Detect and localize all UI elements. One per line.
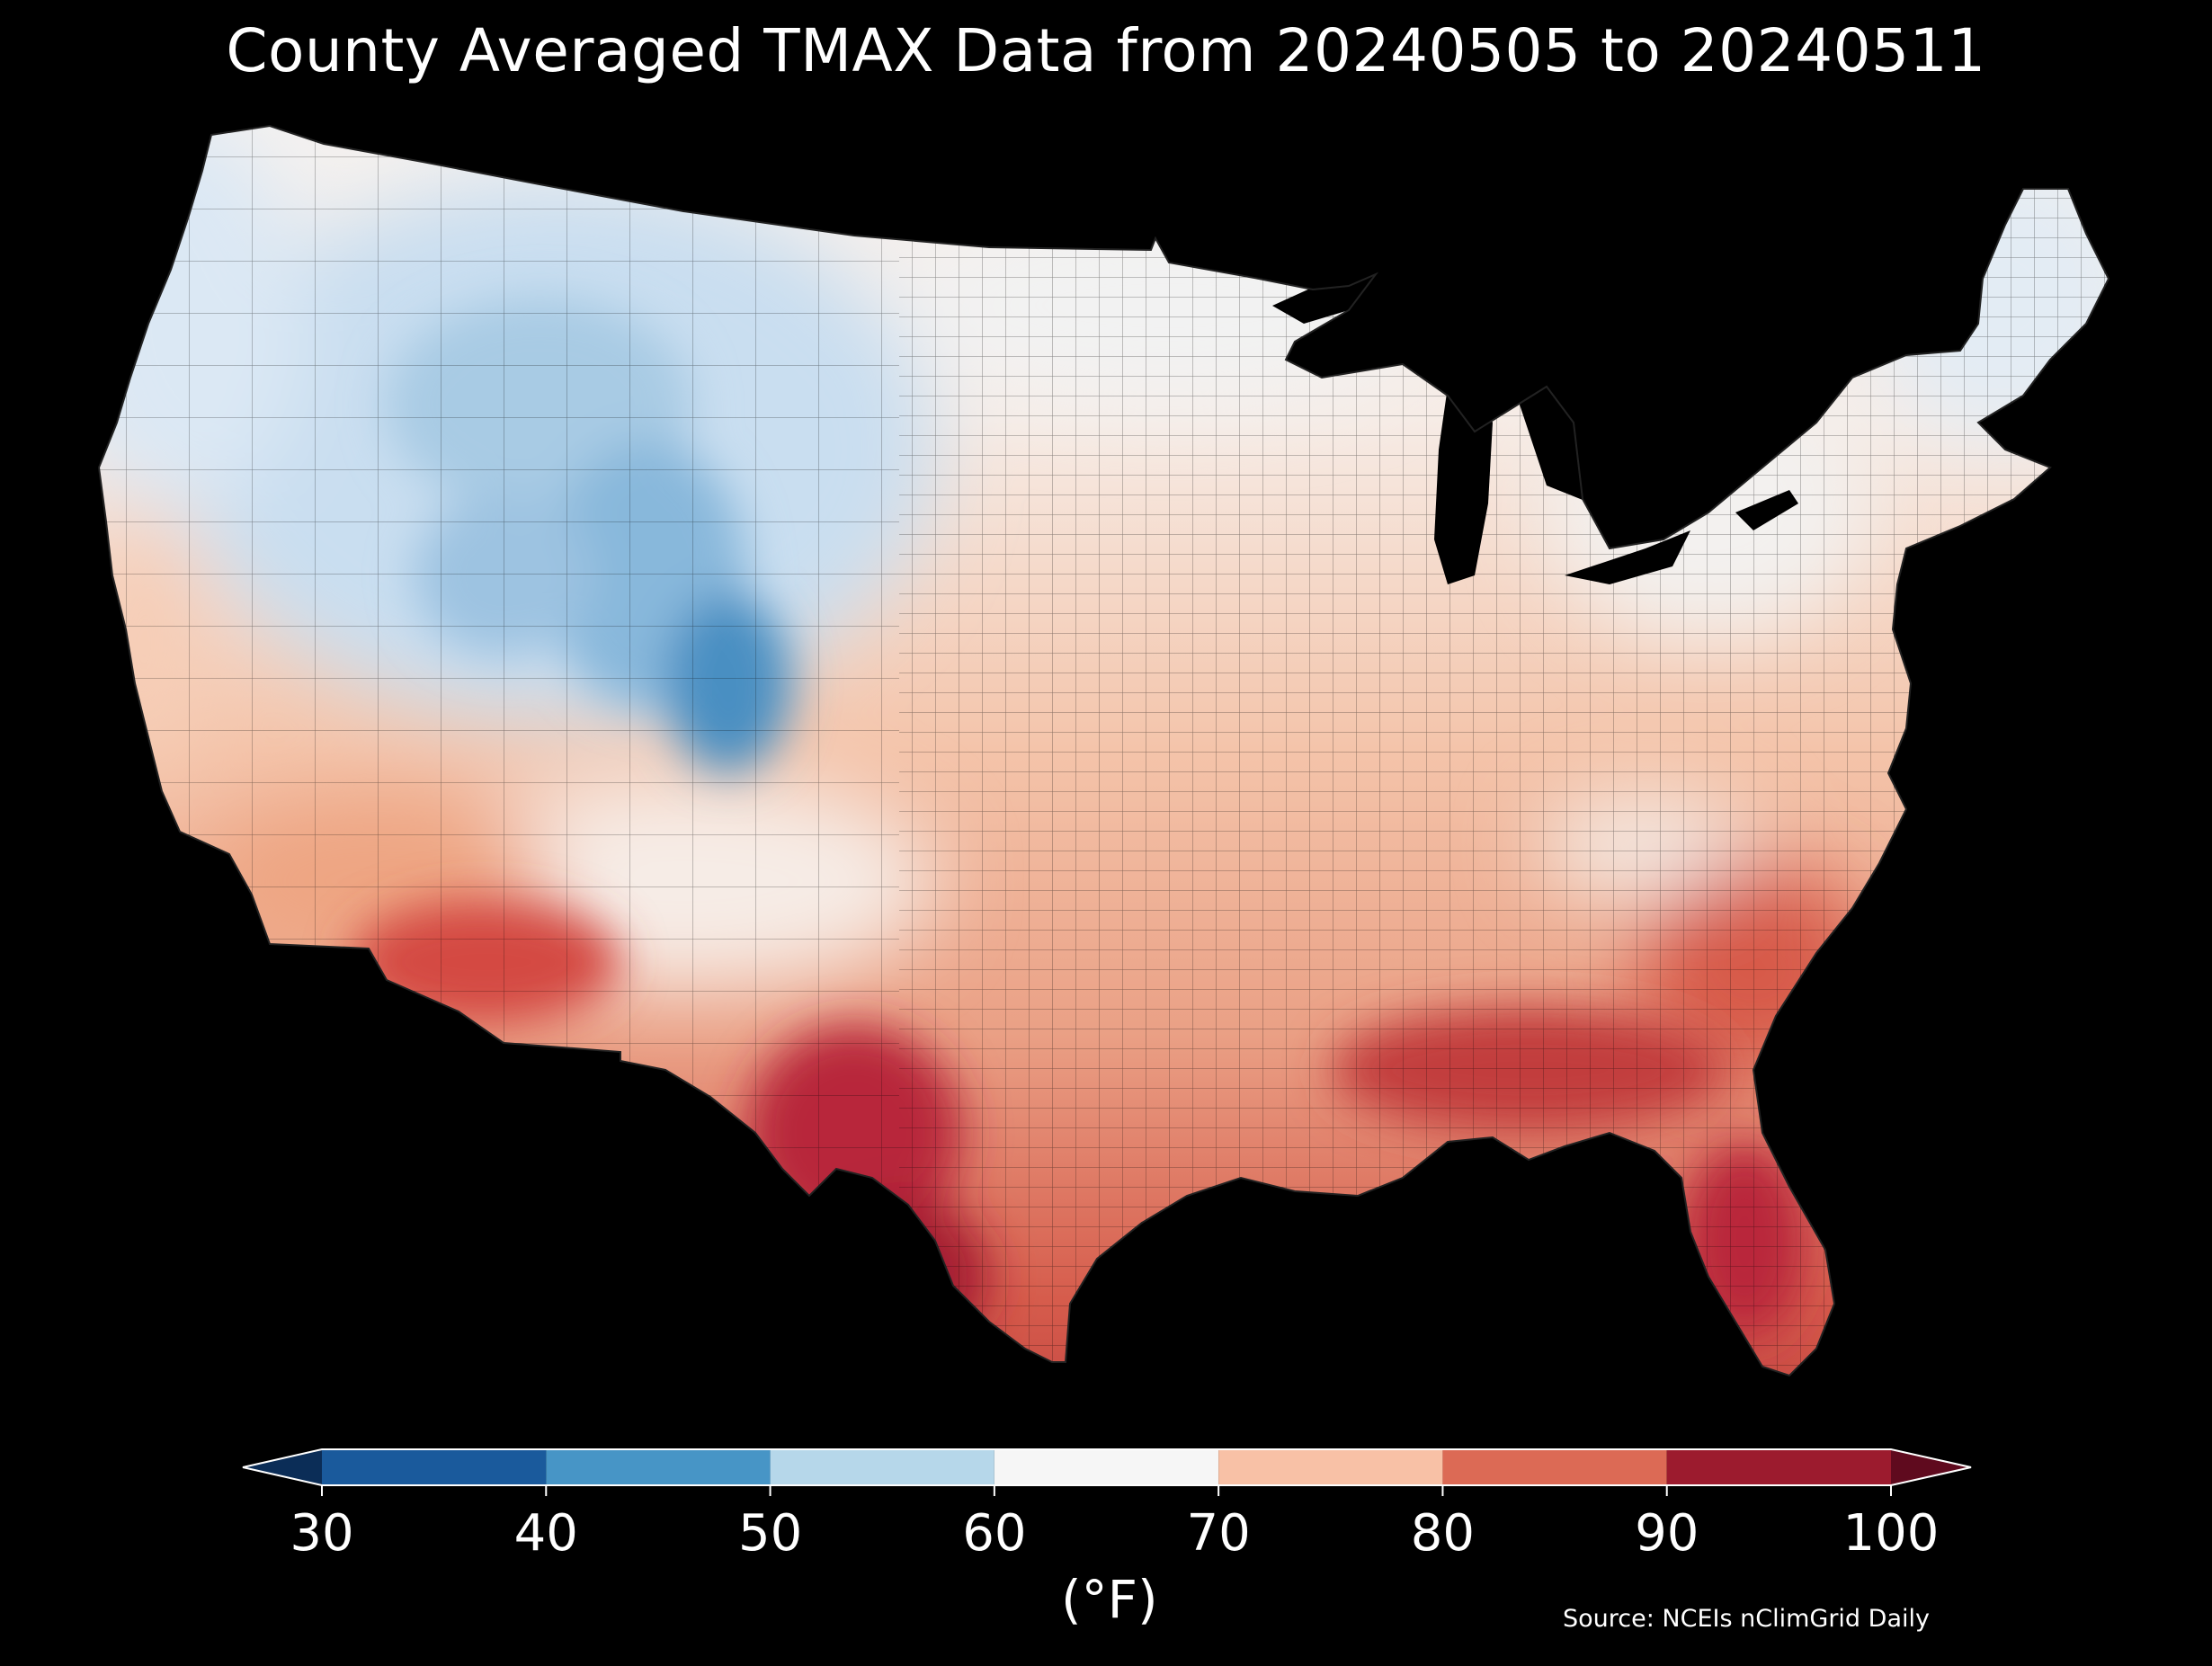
colorbar-bin-3 (994, 1449, 1219, 1485)
colorbar-tick-label: 90 (1635, 1504, 1699, 1563)
colorbar-over-arrow (1891, 1449, 1971, 1485)
colorbar-bin-6 (1666, 1449, 1891, 1485)
colorbar-tick-label: 100 (1843, 1504, 1940, 1563)
colorbar-bin-5 (1442, 1449, 1667, 1485)
colorbar-bin-1 (546, 1449, 771, 1485)
colorbar-tick-label: 30 (290, 1504, 353, 1563)
colorbar-tick-label: 80 (1411, 1504, 1475, 1563)
map-title: County Averaged TMAX Data from 20240505 … (226, 16, 1986, 85)
colorbar-bin-2 (770, 1449, 995, 1485)
colorbar-tick-label: 60 (962, 1504, 1026, 1563)
colorbar-tick-label: 50 (738, 1504, 802, 1563)
source-credit: Source: NCEIs nClimGrid Daily (1563, 1605, 1930, 1633)
colorbar-tick-label: 40 (514, 1504, 578, 1563)
colorbar-bin-0 (322, 1449, 547, 1485)
colorbar-unit-label: (°F) (1061, 1569, 1158, 1630)
colorbar-under-arrow (243, 1449, 322, 1485)
colorbar-bin-4 (1218, 1449, 1443, 1485)
colorbar-tick-label: 70 (1187, 1504, 1251, 1563)
